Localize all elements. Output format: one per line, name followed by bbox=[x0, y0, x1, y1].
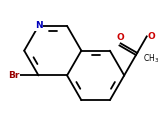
Text: CH$_3$: CH$_3$ bbox=[143, 53, 159, 65]
Text: O: O bbox=[148, 32, 155, 41]
Text: O: O bbox=[117, 33, 125, 42]
Text: Br: Br bbox=[9, 71, 20, 80]
Text: N: N bbox=[35, 21, 42, 30]
